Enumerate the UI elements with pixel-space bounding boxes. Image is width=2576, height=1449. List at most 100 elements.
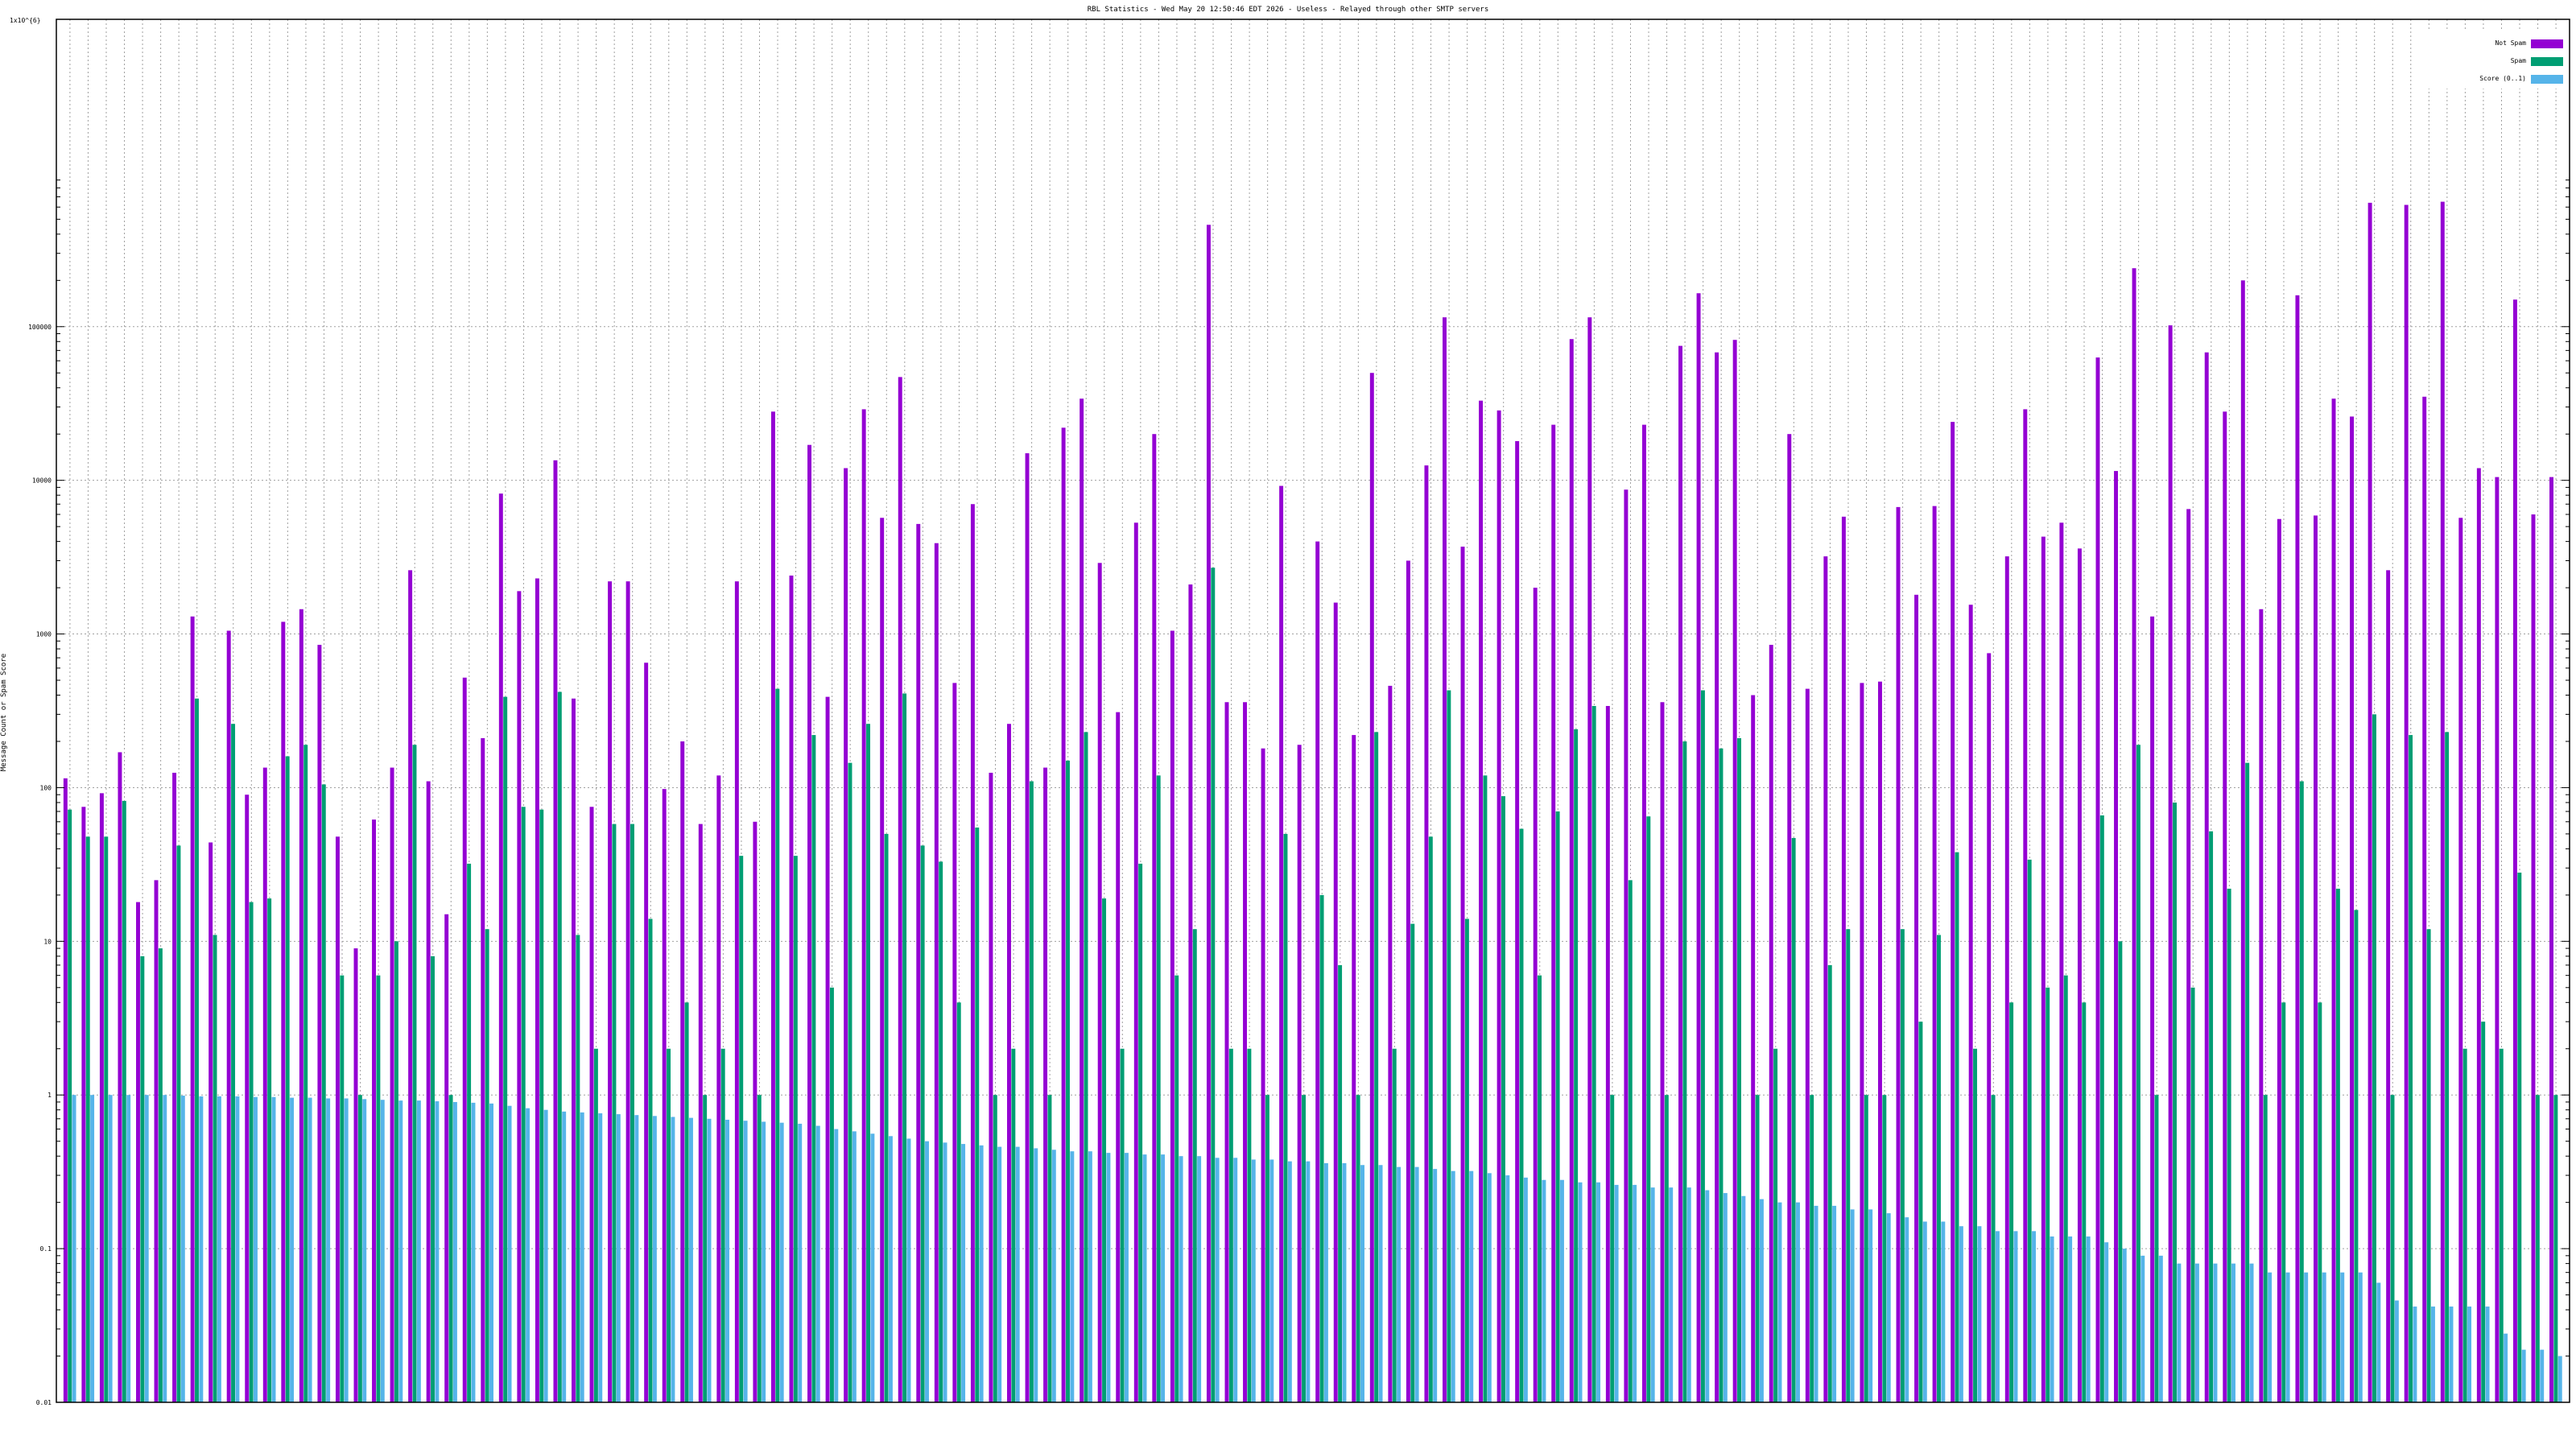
bar-spam-34 [684, 1002, 689, 1402]
bar-not-spam-121 [2259, 609, 2264, 1402]
bar-score-0-1-22 [471, 1102, 476, 1402]
bar-spam-56 [1084, 732, 1088, 1402]
bar-score-0-1-81 [1542, 1179, 1546, 1402]
bar-not-spam-102 [1914, 594, 1919, 1402]
bar-spam-97 [1827, 964, 1832, 1402]
bar-spam-119 [2227, 888, 2231, 1402]
bar-spam-87 [1646, 816, 1651, 1402]
bar-spam-85 [1610, 1095, 1615, 1402]
bar-score-0-1-114 [2140, 1255, 2145, 1402]
bar-spam-110 [2063, 975, 2068, 1402]
bar-spam-21 [448, 1095, 453, 1402]
bar-spam-3 [122, 800, 126, 1402]
bar-spam-129 [2409, 735, 2413, 1402]
bar-spam-44 [866, 724, 870, 1402]
bar-spam-92 [1737, 737, 1741, 1402]
bar-spam-69 [1319, 894, 1324, 1402]
bar-not-spam-129 [2404, 204, 2409, 1402]
bar-score-0-1-52 [1015, 1146, 1020, 1402]
bar-score-0-1-14 [326, 1098, 331, 1402]
bar-score-0-1-2 [108, 1095, 113, 1402]
bar-not-spam-48 [934, 543, 939, 1402]
bars-layer [63, 201, 2562, 1403]
bar-score-0-1-55 [1070, 1151, 1075, 1402]
bar-spam-65 [1247, 1048, 1252, 1402]
bar-not-spam-41 [807, 444, 811, 1403]
bar-not-spam-95 [1787, 434, 1792, 1403]
bar-spam-100 [1882, 1095, 1887, 1402]
bar-not-spam-116 [2168, 325, 2173, 1402]
bar-spam-78 [1483, 775, 1488, 1402]
bar-not-spam-80 [1515, 440, 1520, 1403]
bar-spam-83 [1574, 729, 1579, 1402]
bar-score-0-1-35 [707, 1118, 712, 1402]
bar-spam-117 [2190, 987, 2195, 1402]
bar-spam-137 [2553, 1095, 2558, 1402]
bar-spam-66 [1265, 1095, 1269, 1402]
bar-spam-62 [1192, 929, 1197, 1402]
bar-score-0-1-20 [435, 1101, 440, 1402]
bar-score-0-1-126 [2358, 1272, 2363, 1402]
bar-not-spam-97 [1823, 556, 1828, 1402]
bar-score-0-1-123 [2304, 1272, 2309, 1402]
bar-spam-135 [2517, 872, 2522, 1402]
bar-not-spam-62 [1188, 584, 1193, 1402]
bar-score-0-1-23 [489, 1103, 493, 1402]
bar-score-0-1-135 [2521, 1349, 2526, 1402]
bar-spam-51 [993, 1095, 997, 1402]
y-tick-label: 1000 [36, 631, 52, 638]
bar-not-spam-135 [2512, 299, 2517, 1402]
bar-score-0-1-28 [580, 1112, 584, 1402]
bar-score-0-1-122 [2285, 1272, 2290, 1402]
bar-spam-64 [1228, 1048, 1233, 1402]
bar-not-spam-61 [1170, 630, 1174, 1402]
bar-score-0-1-106 [1995, 1231, 2000, 1402]
bar-not-spam-67 [1279, 485, 1284, 1402]
bar-spam-79 [1501, 796, 1505, 1402]
bar-score-0-1-27 [562, 1111, 567, 1402]
bar-not-spam-21 [444, 914, 449, 1402]
bar-score-0-1-99 [1868, 1209, 1873, 1402]
bar-not-spam-126 [2350, 416, 2355, 1403]
bar-spam-116 [2173, 802, 2177, 1402]
bar-spam-47 [920, 845, 925, 1402]
bar-score-0-1-66 [1269, 1159, 1274, 1402]
bar-spam-60 [1156, 775, 1161, 1402]
bar-spam-25 [521, 807, 526, 1402]
bar-spam-120 [2245, 762, 2250, 1402]
bar-score-0-1-95 [1796, 1202, 1800, 1402]
bar-score-0-1-113 [2122, 1249, 2127, 1402]
bar-not-spam-64 [1224, 702, 1229, 1402]
bar-not-spam-137 [2549, 477, 2553, 1402]
bar-spam-113 [2118, 941, 2123, 1402]
bar-not-spam-87 [1641, 424, 1646, 1402]
bar-spam-55 [1066, 760, 1070, 1402]
bar-spam-43 [848, 762, 852, 1402]
bar-not-spam-76 [1443, 317, 1447, 1403]
bar-score-0-1-101 [1905, 1217, 1909, 1402]
bar-not-spam-10 [245, 795, 250, 1402]
bar-not-spam-19 [408, 570, 413, 1402]
bar-spam-71 [1356, 1095, 1360, 1402]
bar-score-0-1-124 [2322, 1272, 2326, 1402]
bar-score-0-1-94 [1777, 1202, 1782, 1402]
bar-score-0-1-91 [1723, 1193, 1728, 1402]
bar-spam-136 [2535, 1095, 2540, 1402]
bar-score-0-1-63 [1215, 1158, 1220, 1402]
bar-score-0-1-45 [888, 1136, 893, 1402]
bar-score-0-1-29 [598, 1113, 603, 1402]
bar-spam-74 [1410, 923, 1415, 1402]
bar-score-0-1-65 [1251, 1159, 1256, 1402]
bar-spam-81 [1538, 975, 1542, 1402]
bar-not-spam-100 [1878, 681, 1882, 1402]
bar-spam-33 [667, 1048, 671, 1402]
bar-not-spam-25 [517, 591, 522, 1402]
bar-not-spam-13 [299, 609, 303, 1402]
bar-not-spam-84 [1587, 317, 1592, 1403]
bar-score-0-1-64 [1233, 1158, 1238, 1402]
bar-not-spam-54 [1043, 767, 1048, 1402]
bar-score-0-1-82 [1559, 1179, 1564, 1402]
bar-not-spam-107 [2004, 556, 2009, 1402]
bar-not-spam-4 [136, 902, 140, 1402]
bar-not-spam-56 [1080, 398, 1084, 1403]
